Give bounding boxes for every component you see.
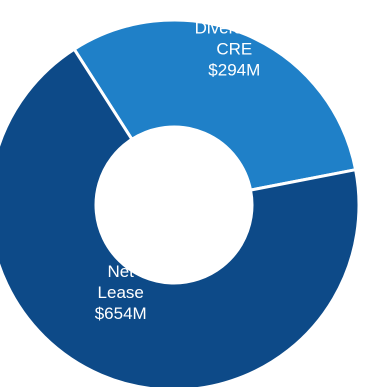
slices-group (0, 18, 361, 387)
slice-label-line: Lease (98, 284, 144, 303)
slice-label-line: $654M (95, 305, 147, 324)
labels-group: Diversified CRE $294M Net Lease $654M (95, 19, 274, 324)
slice-label-line: $294M (208, 61, 260, 80)
slice-label-diversified-cre: Diversified CRE $294M (195, 19, 274, 80)
slice-label-net-lease: Net Lease $654M (95, 263, 147, 324)
slice-label-line: Diversified (195, 19, 274, 38)
slice-diversified-cre (72, 18, 358, 192)
slice-label-line: Net (107, 263, 134, 282)
slice-net-lease (0, 47, 361, 387)
slice-label-line: CRE (216, 40, 252, 59)
